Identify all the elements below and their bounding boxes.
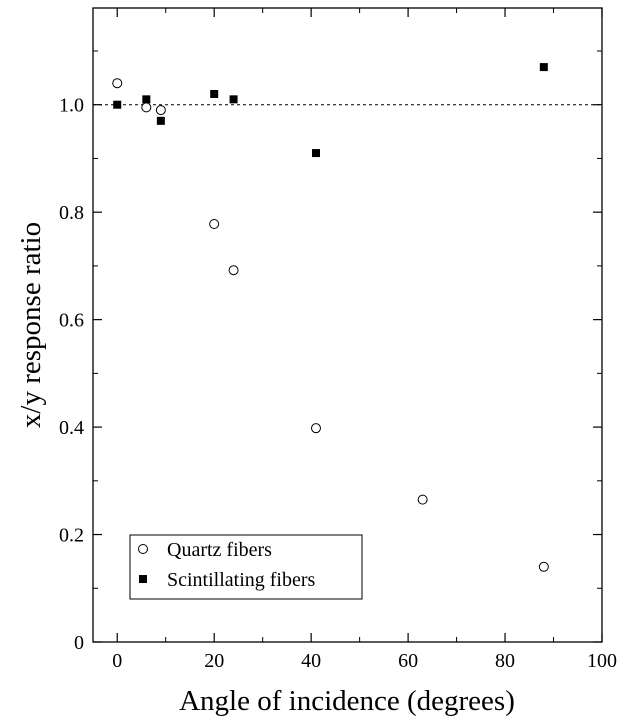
- legend-scintillating-marker: [139, 575, 147, 583]
- axis-ticks: [93, 8, 603, 643]
- quartz-point: [538, 561, 549, 572]
- legend-scintillating-label: Scintillating fibers: [167, 569, 316, 591]
- scintillating-point: [156, 116, 165, 125]
- x-tick-label: 100: [587, 650, 617, 672]
- x-tick-label: 40: [301, 650, 321, 672]
- y-axis-label: x/y response ratio: [15, 222, 47, 428]
- series-quartz-fibers: [112, 78, 549, 572]
- x-tick-label: 60: [398, 650, 418, 672]
- scintillating-point: [311, 149, 320, 158]
- y-tick-label: 1.0: [59, 95, 84, 117]
- quartz-point: [310, 423, 321, 434]
- scintillating-point: [210, 89, 219, 98]
- plot-frame: [92, 7, 603, 643]
- scintillating-point: [229, 95, 238, 104]
- quartz-point: [141, 102, 152, 113]
- quartz-point: [417, 494, 428, 505]
- tick-labels: 0 20 40 60 80 100 0 0.2 0.4 0.6 0.8 1.0: [59, 95, 617, 672]
- x-tick-label: 80: [495, 650, 515, 672]
- legend-quartz-marker: [138, 544, 148, 554]
- y-tick-label: 0.4: [59, 417, 84, 439]
- x-tick-label: 20: [204, 650, 224, 672]
- scintillating-point: [539, 63, 548, 72]
- quartz-point: [155, 105, 166, 116]
- quartz-point: [228, 265, 239, 276]
- legend-quartz-label: Quartz fibers: [167, 539, 272, 561]
- x-axis-label: Angle of incidence (degrees): [179, 685, 515, 717]
- scintillating-point: [113, 100, 122, 109]
- legend: Quartz fibers Scintillating fibers: [129, 534, 363, 600]
- quartz-point: [209, 218, 220, 229]
- y-tick-label: 0.8: [59, 202, 84, 224]
- legend-box: [129, 534, 363, 600]
- scintillating-point: [142, 95, 151, 104]
- x-tick-label: 0: [112, 650, 122, 672]
- quartz-point: [112, 78, 123, 89]
- y-tick-label: 0.6: [59, 310, 84, 332]
- series-scintillating-fibers: [113, 63, 548, 158]
- y-tick-label: 0: [74, 632, 84, 654]
- y-tick-label: 0.2: [59, 525, 84, 547]
